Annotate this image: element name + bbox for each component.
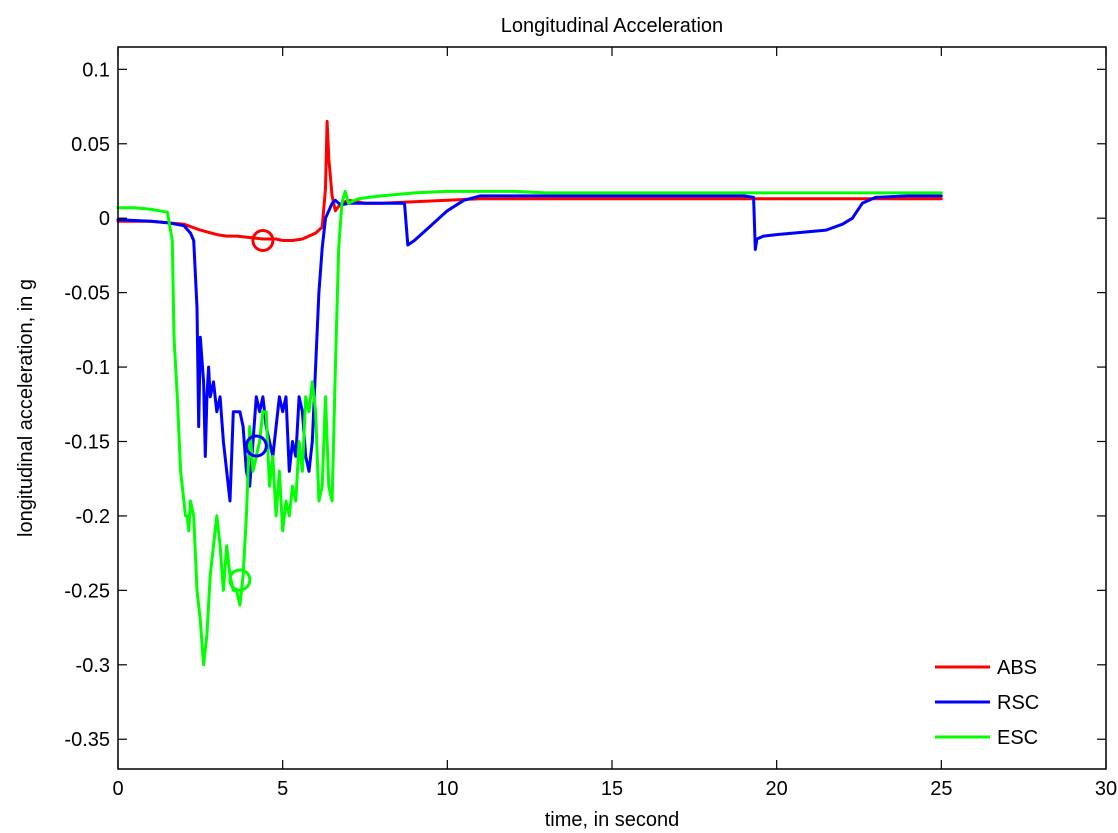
marker-esc (228, 568, 252, 592)
y-tick-label: 0.1 (82, 59, 110, 81)
x-tick-label: 30 (1095, 778, 1117, 800)
y-tick-label: -0.35 (64, 729, 110, 751)
y-tick-label: -0.15 (64, 431, 110, 453)
y-tick-label: -0.1 (76, 357, 110, 379)
legend: ABS RSC ESC (935, 657, 1039, 749)
series-line-abs (116, 119, 943, 242)
series-line-rsc (116, 194, 943, 503)
x-axis-ticks: 0 5 10 15 20 25 30 (112, 47, 1117, 800)
legend-label-rsc: RSC (997, 692, 1039, 714)
x-tick-label: 20 (766, 778, 788, 800)
marker-abs (251, 229, 275, 253)
x-tick-label: 0 (112, 778, 123, 800)
legend-label-esc: ESC (997, 727, 1038, 749)
y-axis-ticks: 0.1 0.05 0 -0.05 -0.1 -0.15 -0.2 -0.25 -0.3 -0.35 (64, 59, 1106, 751)
y-tick-label: 0.05 (71, 134, 110, 156)
plot-area (116, 119, 943, 667)
y-tick-label: -0.05 (64, 283, 110, 305)
x-axis-title: time, in second (545, 809, 680, 831)
x-tick-label: 15 (601, 778, 623, 800)
x-tick-label: 10 (436, 778, 458, 800)
plot-frame (117, 46, 1107, 770)
chart-title: Longitudinal Acceleration (501, 15, 723, 37)
legend-label-abs: ABS (997, 657, 1037, 679)
y-tick-label: -0.3 (76, 655, 110, 677)
series-line-esc (116, 189, 943, 667)
y-tick-label: -0.2 (76, 506, 110, 528)
marker-rsc (244, 434, 268, 458)
x-tick-label: 5 (277, 778, 288, 800)
y-tick-label: 0 (99, 208, 110, 230)
x-tick-label: 25 (930, 778, 952, 800)
y-axis-title: longitudinal acceleration, in g (15, 279, 37, 537)
y-tick-label: -0.25 (64, 580, 110, 602)
